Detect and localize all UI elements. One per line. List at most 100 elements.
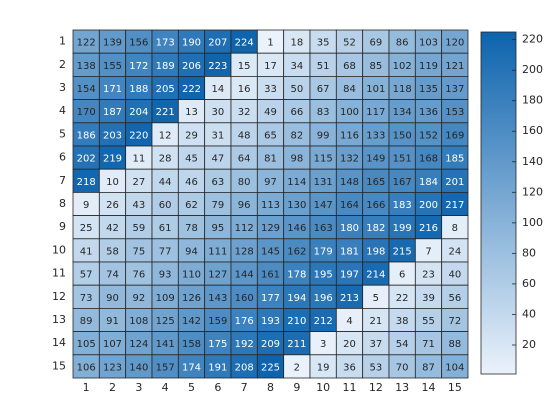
cell-label: 165 bbox=[366, 177, 385, 188]
cell-label: 138 bbox=[77, 61, 96, 72]
cell-label: 224 bbox=[235, 38, 254, 49]
cell-label: 73 bbox=[80, 293, 93, 304]
cell-label: 164 bbox=[340, 200, 359, 211]
cell-label: 35 bbox=[317, 38, 330, 49]
cell-label: 16 bbox=[238, 84, 251, 95]
cell-label: 213 bbox=[340, 293, 359, 304]
cell-label: 74 bbox=[106, 270, 119, 281]
cell-label: 101 bbox=[366, 84, 385, 95]
cell-label: 39 bbox=[422, 293, 435, 304]
cell-label: 53 bbox=[369, 362, 382, 373]
cell-label: 108 bbox=[129, 316, 148, 327]
cell-label: 133 bbox=[366, 130, 385, 141]
cell-label: 170 bbox=[77, 107, 96, 118]
cell-label: 78 bbox=[185, 223, 198, 234]
cell-label: 219 bbox=[103, 154, 122, 165]
colorbar-tick-label: 120 bbox=[522, 185, 543, 198]
cell-label: 190 bbox=[182, 38, 201, 49]
cell-label: 188 bbox=[129, 84, 148, 95]
cell-label: 7 bbox=[425, 246, 431, 257]
cell-label: 209 bbox=[261, 339, 280, 350]
cell-label: 222 bbox=[182, 84, 201, 95]
colorbar-tick-label: 100 bbox=[522, 216, 543, 229]
cell-label: 99 bbox=[317, 130, 330, 141]
cell-label: 30 bbox=[211, 107, 224, 118]
cell-label: 68 bbox=[343, 61, 356, 72]
cell-label: 169 bbox=[445, 130, 464, 141]
cell-label: 127 bbox=[208, 270, 227, 281]
x-tick-label: 3 bbox=[135, 381, 142, 394]
cell-label: 24 bbox=[448, 246, 461, 257]
x-tick-label: 14 bbox=[422, 381, 436, 394]
cell-label: 179 bbox=[314, 246, 333, 257]
cell-label: 17 bbox=[264, 61, 277, 72]
cell-label: 158 bbox=[182, 339, 201, 350]
cell-label: 2 bbox=[294, 362, 300, 373]
cell-label: 90 bbox=[106, 293, 119, 304]
cell-label: 207 bbox=[208, 38, 227, 49]
cell-label: 81 bbox=[264, 154, 277, 165]
cell-label: 137 bbox=[445, 84, 464, 95]
cell-label: 46 bbox=[185, 177, 198, 188]
cell-label: 146 bbox=[287, 223, 306, 234]
cell-label: 36 bbox=[343, 362, 356, 373]
cell-label: 176 bbox=[235, 316, 254, 327]
cell-label: 178 bbox=[287, 270, 306, 281]
cell-label: 115 bbox=[314, 154, 333, 165]
cell-label: 217 bbox=[445, 200, 464, 211]
cell-label: 10 bbox=[106, 177, 119, 188]
cell-label: 112 bbox=[235, 223, 254, 234]
cell-label: 197 bbox=[340, 270, 359, 281]
cell-label: 208 bbox=[235, 362, 254, 373]
cell-label: 80 bbox=[238, 177, 251, 188]
cell-label: 5 bbox=[373, 293, 379, 304]
cell-label: 23 bbox=[422, 270, 435, 281]
cell-label: 70 bbox=[396, 362, 409, 373]
cell-label: 152 bbox=[419, 130, 438, 141]
cell-label: 111 bbox=[208, 246, 227, 257]
cell-label: 150 bbox=[393, 130, 412, 141]
cell-label: 18 bbox=[290, 38, 303, 49]
cell-label: 21 bbox=[369, 316, 382, 327]
cell-label: 55 bbox=[422, 316, 435, 327]
cell-label: 4 bbox=[346, 316, 352, 327]
cell-label: 49 bbox=[264, 107, 277, 118]
cell-label: 210 bbox=[287, 316, 306, 327]
y-tick-label: 1 bbox=[59, 35, 66, 48]
cell-label: 54 bbox=[396, 339, 409, 350]
cell-label: 33 bbox=[264, 84, 277, 95]
cell-label: 37 bbox=[369, 339, 382, 350]
cell-label: 64 bbox=[238, 154, 251, 165]
cell-label: 103 bbox=[419, 38, 438, 49]
cell-label: 144 bbox=[235, 270, 254, 281]
cell-label: 28 bbox=[159, 154, 172, 165]
cell-label: 26 bbox=[106, 200, 119, 211]
x-tick-label: 6 bbox=[214, 381, 221, 394]
y-tick-label: 2 bbox=[59, 58, 66, 71]
cell-label: 203 bbox=[103, 130, 122, 141]
cell-label: 202 bbox=[77, 154, 96, 165]
colorbar-tick-label: 40 bbox=[522, 307, 536, 320]
colorbar-tick-label: 20 bbox=[522, 338, 536, 351]
cell-label: 123 bbox=[103, 362, 122, 373]
cell-label: 135 bbox=[419, 84, 438, 95]
cell-label: 106 bbox=[77, 362, 96, 373]
cell-label: 118 bbox=[393, 84, 412, 95]
y-tick-label: 3 bbox=[59, 81, 66, 94]
y-tick-label: 4 bbox=[59, 104, 66, 117]
cell-label: 84 bbox=[343, 84, 356, 95]
x-tick-label: 5 bbox=[188, 381, 195, 394]
cell-label: 149 bbox=[366, 154, 385, 165]
cell-label: 191 bbox=[208, 362, 227, 373]
cell-label: 95 bbox=[211, 223, 224, 234]
cell-label: 130 bbox=[287, 200, 306, 211]
cell-label: 220 bbox=[129, 130, 148, 141]
cell-label: 67 bbox=[317, 84, 330, 95]
cell-label: 44 bbox=[159, 177, 172, 188]
cell-label: 166 bbox=[366, 200, 385, 211]
cell-label: 22 bbox=[396, 293, 409, 304]
cell-label: 225 bbox=[261, 362, 280, 373]
cell-label: 58 bbox=[106, 246, 119, 257]
cell-label: 172 bbox=[129, 61, 148, 72]
cell-label: 27 bbox=[132, 177, 145, 188]
